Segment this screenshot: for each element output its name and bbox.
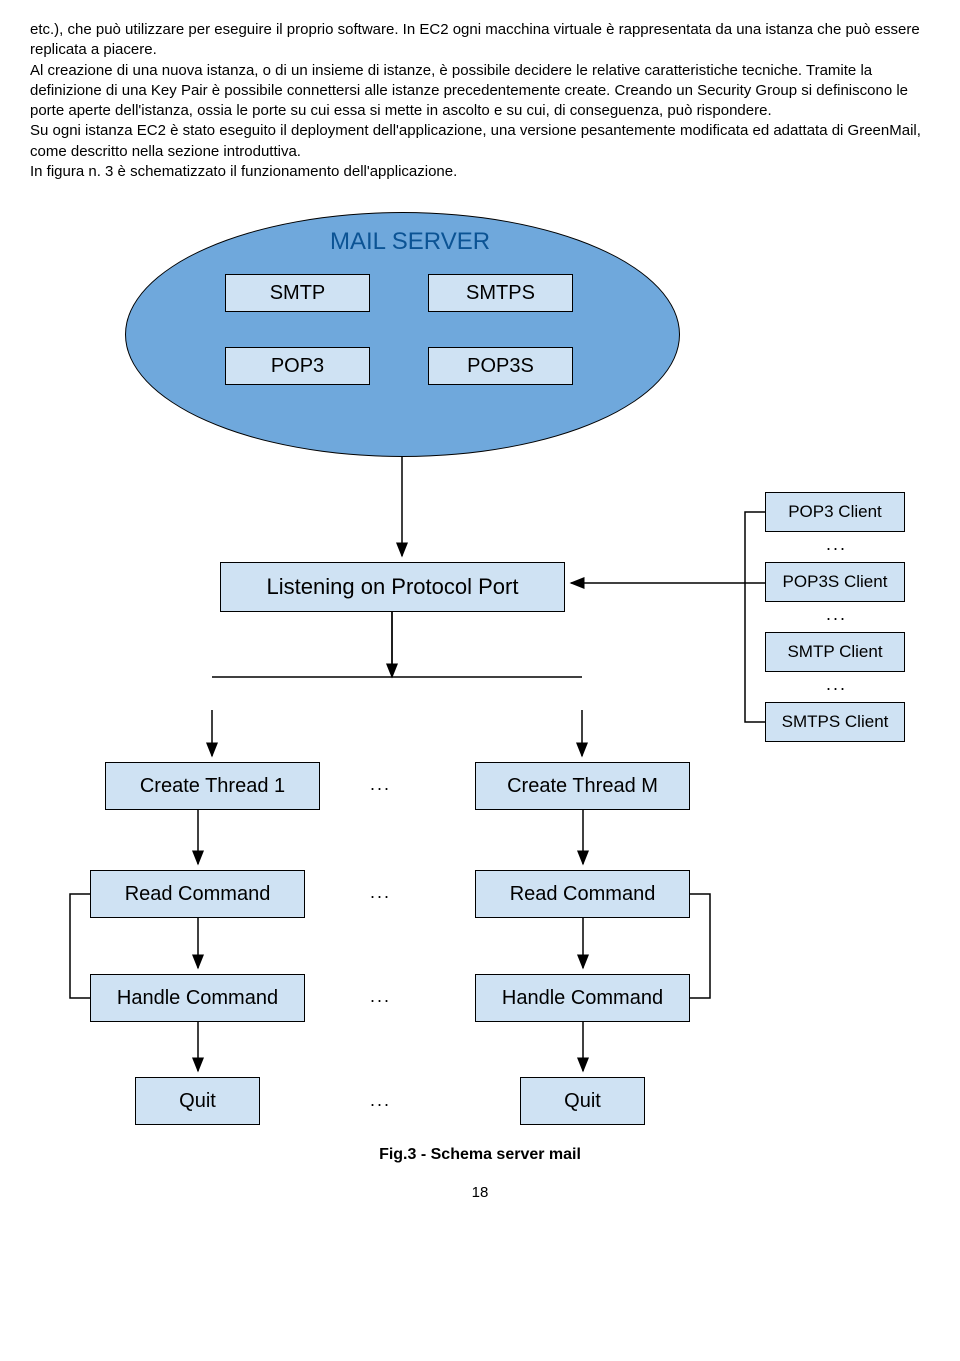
node-smtpc: SMTP Client bbox=[765, 632, 905, 672]
node-smtpsc: SMTPS Client bbox=[765, 702, 905, 742]
node-smtp: SMTP bbox=[225, 274, 370, 312]
ellipsis-4: ... bbox=[370, 882, 391, 903]
node-rc1: Read Command bbox=[90, 870, 305, 918]
page-number: 18 bbox=[30, 1184, 930, 1201]
node-pop3c: POP3 Client bbox=[765, 492, 905, 532]
node-qm: Quit bbox=[520, 1077, 645, 1125]
node-pop3: POP3 bbox=[225, 347, 370, 385]
node-q1: Quit bbox=[135, 1077, 260, 1125]
ellipsis-6: ... bbox=[370, 1090, 391, 1111]
ellipsis-3: ... bbox=[370, 774, 391, 795]
node-pop3s: POP3S bbox=[428, 347, 573, 385]
node-listener: Listening on Protocol Port bbox=[220, 562, 565, 612]
node-hc1: Handle Command bbox=[90, 974, 305, 1022]
node-smtps: SMTPS bbox=[428, 274, 573, 312]
ellipsis-5: ... bbox=[370, 986, 391, 1007]
figure-caption: Fig.3 - Schema server mail bbox=[30, 1146, 930, 1164]
node-rcm: Read Command bbox=[475, 870, 690, 918]
mail-server-title: MAIL SERVER bbox=[330, 228, 490, 256]
node-ct1: Create Thread 1 bbox=[105, 762, 320, 810]
node-ctm: Create Thread M bbox=[475, 762, 690, 810]
node-hcm: Handle Command bbox=[475, 974, 690, 1022]
ellipsis-1: ... bbox=[826, 604, 847, 625]
ellipsis-0: ... bbox=[826, 534, 847, 555]
ellipsis-2: ... bbox=[826, 674, 847, 695]
node-pop3sc: POP3S Client bbox=[765, 562, 905, 602]
body-paragraph: etc.), che può utilizzare per eseguire i… bbox=[30, 20, 930, 182]
diagram: MAIL SERVER SMTP SMTPS POP3 POP3S Listening o… bbox=[30, 202, 930, 1142]
